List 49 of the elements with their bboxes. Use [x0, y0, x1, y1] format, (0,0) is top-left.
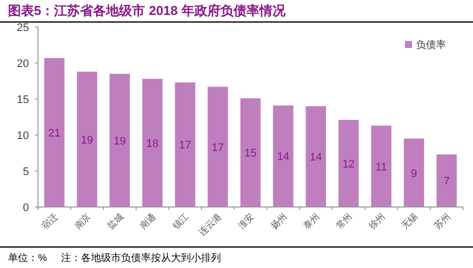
data-label: 17 [178, 140, 192, 152]
x-tick-label: 泰州 [302, 211, 322, 232]
bar [306, 106, 326, 207]
bar [44, 58, 64, 207]
x-tick-label: 徐州 [366, 211, 387, 232]
bar [142, 78, 163, 207]
x-tick-label: 淮安 [236, 211, 256, 232]
data-label: 19 [80, 134, 94, 146]
bar [273, 105, 294, 207]
x-tick-label: 苏州 [432, 211, 452, 232]
data-label: 11 [376, 161, 387, 174]
y-tick-label: 0 [22, 202, 29, 214]
data-label: 12 [342, 158, 355, 170]
text: 单位：% [8, 252, 47, 264]
bar [338, 120, 359, 207]
x-tick-label: 宿迁 [40, 211, 60, 232]
x-tick-label: 无锡 [400, 211, 420, 232]
legend-label: 负债率 [416, 39, 446, 51]
data-label: 7 [444, 176, 450, 188]
bar [371, 126, 392, 207]
bar [76, 72, 98, 207]
bar [174, 82, 196, 207]
y-tick-label: 20 [16, 58, 29, 70]
data-label: 21 [48, 127, 60, 140]
y-tick-label: 10 [16, 130, 29, 142]
data-label: 14 [310, 152, 322, 164]
y-tick-label: 5 [22, 166, 29, 178]
text: 注：各地级市负债率按从大到小排列 [60, 252, 221, 264]
data-label: 18 [146, 138, 159, 150]
x-tick-label: 盐城 [105, 211, 126, 232]
data-label: 17 [212, 142, 224, 154]
y-tick-label: 25 [16, 22, 29, 34]
x-tick-label: 常州 [334, 211, 354, 232]
x-tick-label: 镇江 [170, 211, 191, 232]
x-tick-label: 扬州 [268, 211, 289, 232]
data-label: 14 [277, 151, 290, 164]
x-tick-label: 南通 [138, 211, 158, 232]
x-tick-label: 连云港 [197, 211, 224, 238]
bar [404, 138, 424, 207]
data-label: 19 [114, 135, 126, 148]
bar [208, 86, 228, 207]
bar [240, 98, 261, 207]
bar [436, 154, 457, 207]
data-label: 15 [244, 148, 257, 160]
y-tick-label: 15 [16, 94, 29, 106]
x-tick-label: 南京 [72, 211, 92, 232]
data-label: 9 [410, 168, 418, 180]
bar [110, 74, 130, 207]
chart-title: 图表5：江苏省各地级市 2018 年政府负债率情况 [8, 3, 286, 18]
